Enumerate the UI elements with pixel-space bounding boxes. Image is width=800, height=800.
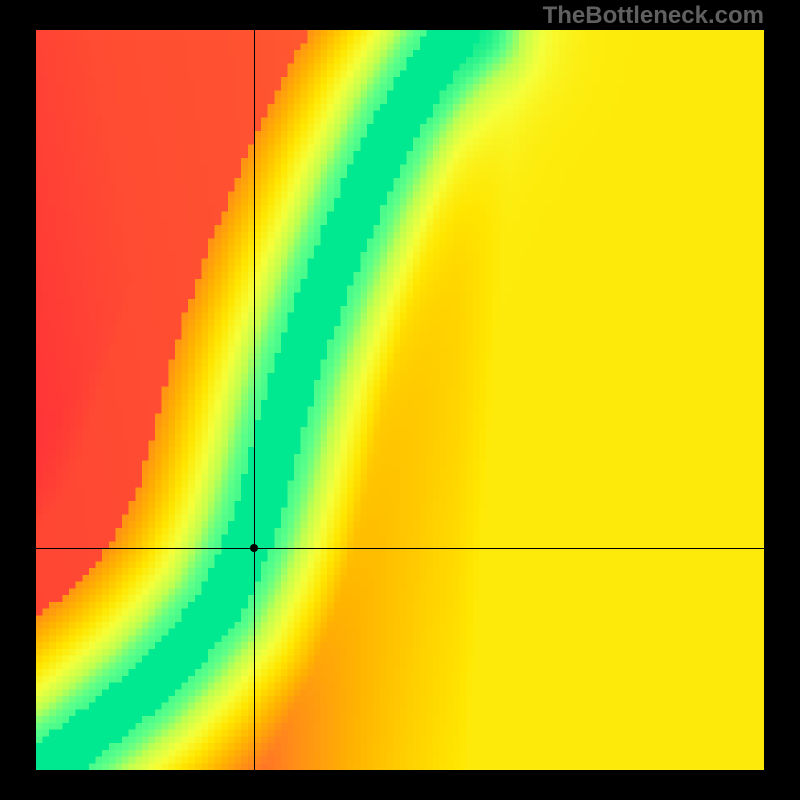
bottleneck-heatmap [36,30,764,770]
crosshair-horizontal [36,548,764,549]
watermark-text: TheBottleneck.com [543,2,764,30]
chart-container: TheBottleneck.com [0,0,800,800]
crosshair-vertical [254,30,255,770]
